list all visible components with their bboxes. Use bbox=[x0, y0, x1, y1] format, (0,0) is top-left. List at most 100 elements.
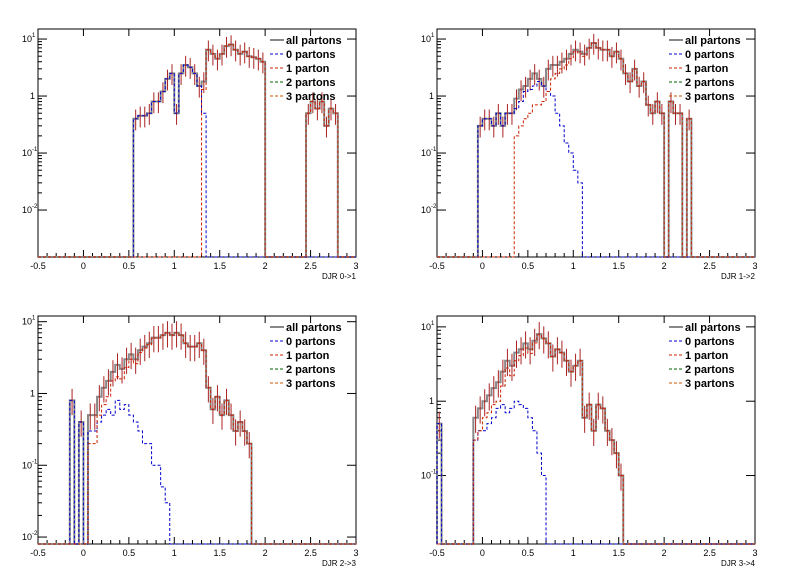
plot-frame bbox=[37, 315, 357, 545]
legend-label: all partons bbox=[286, 35, 342, 47]
series-1-parton bbox=[437, 334, 755, 545]
x-tick-label: 1.5 bbox=[612, 261, 625, 271]
y-tick-exponent: 1 bbox=[32, 33, 36, 39]
legend-label: 1 parton bbox=[286, 63, 330, 75]
x-tick-label: 2.5 bbox=[304, 261, 317, 271]
legend-label: 1 parton bbox=[685, 350, 729, 362]
x-tick-label: 1 bbox=[571, 548, 576, 558]
series-1-parton bbox=[38, 44, 356, 258]
y-tick-label: 10 bbox=[22, 460, 32, 470]
x-tick-label: 1.5 bbox=[612, 548, 625, 558]
y-tick-label: 1 bbox=[30, 388, 35, 398]
y-tick-exponent: 1 bbox=[431, 321, 435, 327]
x-tick-label: 0 bbox=[480, 548, 485, 558]
legend-label: 0 partons bbox=[685, 336, 735, 348]
y-tick-exponent: -1 bbox=[431, 470, 437, 476]
x-tick-label: 1.5 bbox=[213, 548, 226, 558]
legend-label: 0 partons bbox=[685, 49, 735, 61]
x-tick-label: 1.5 bbox=[213, 261, 226, 271]
x-tick-label: 3 bbox=[752, 261, 757, 271]
y-tick-label: 10 bbox=[22, 148, 32, 158]
x-tick-label: -0.5 bbox=[30, 261, 46, 271]
legend-label: 2 partons bbox=[685, 364, 735, 376]
y-tick-exponent: 1 bbox=[431, 33, 435, 39]
y-tick-label: 10 bbox=[421, 205, 431, 215]
y-tick-label: 10 bbox=[22, 317, 32, 327]
plot-frame bbox=[37, 28, 357, 258]
x-tick-label: 2.5 bbox=[703, 548, 716, 558]
legend-label: 3 partons bbox=[286, 91, 336, 103]
x-axis-label: DJR 3->4 bbox=[721, 559, 756, 568]
legend-label: 3 partons bbox=[685, 378, 735, 390]
x-tick-label: 0.5 bbox=[522, 261, 535, 271]
x-axis-label: DJR 0->1 bbox=[322, 272, 357, 281]
legend: all partons 0 partons 1 parton 2 partons 3 p… bbox=[669, 322, 741, 390]
series-all-partons bbox=[437, 42, 755, 258]
legend-label: 0 partons bbox=[286, 336, 336, 348]
x-tick-label: 0 bbox=[81, 548, 86, 558]
series-0-partons bbox=[38, 64, 356, 258]
y-tick-exponent: 1 bbox=[32, 316, 36, 322]
y-tick-label: 1 bbox=[429, 396, 434, 406]
series-0-partons bbox=[436, 400, 755, 545]
legend-label: 1 parton bbox=[286, 350, 330, 362]
legend: all partons 0 partons 1 parton 2 partons 3 p… bbox=[669, 35, 741, 103]
y-tick-label: 10 bbox=[421, 471, 431, 481]
series-all-partons bbox=[38, 331, 356, 545]
y-tick-exponent: -2 bbox=[431, 204, 437, 210]
y-tick-label: 1 bbox=[429, 91, 434, 101]
legend-label: 2 partons bbox=[685, 77, 735, 89]
x-tick-label: 2 bbox=[662, 548, 667, 558]
series-1-parton bbox=[38, 332, 356, 545]
legend: all partons 0 partons 1 parton 2 partons 3 p… bbox=[270, 322, 342, 390]
x-tick-label: 3 bbox=[353, 261, 358, 271]
legend: all partons 0 partons 1 parton 2 partons 3 p… bbox=[270, 35, 342, 103]
legend-label: 2 partons bbox=[286, 77, 336, 89]
legend-label: 2 partons bbox=[286, 364, 336, 376]
x-tick-label: 2.5 bbox=[304, 548, 317, 558]
x-tick-label: 2.5 bbox=[703, 261, 716, 271]
x-tick-label: 2 bbox=[263, 261, 268, 271]
x-tick-label: 0.5 bbox=[123, 261, 136, 271]
x-tick-label: 0.5 bbox=[123, 548, 136, 558]
x-tick-label: 1 bbox=[571, 261, 576, 271]
y-tick-label: 1 bbox=[30, 91, 35, 101]
x-tick-label: 3 bbox=[752, 548, 757, 558]
x-axis-label: DJR 1->2 bbox=[721, 272, 756, 281]
x-tick-label: 1 bbox=[172, 548, 177, 558]
y-tick-label: 10 bbox=[421, 148, 431, 158]
x-tick-label: -0.5 bbox=[429, 548, 445, 558]
legend-label: 0 partons bbox=[286, 49, 336, 61]
legend-label: 3 partons bbox=[286, 378, 336, 390]
x-tick-label: 2 bbox=[263, 548, 268, 558]
x-axis-label: DJR 2->3 bbox=[322, 559, 357, 568]
plot-frame bbox=[436, 28, 756, 258]
series-0-partons bbox=[38, 399, 356, 545]
series-1-parton bbox=[437, 42, 755, 258]
y-tick-label: 10 bbox=[421, 34, 431, 44]
x-tick-label: 1 bbox=[172, 261, 177, 271]
y-tick-exponent: -2 bbox=[32, 531, 38, 537]
legend-label: 3 partons bbox=[685, 91, 735, 103]
x-tick-label: 2 bbox=[662, 261, 667, 271]
x-tick-label: 0 bbox=[81, 261, 86, 271]
legend-label: all partons bbox=[685, 322, 741, 334]
legend-label: all partons bbox=[685, 35, 741, 47]
y-tick-label: 10 bbox=[421, 322, 431, 332]
legend-label: all partons bbox=[286, 322, 342, 334]
series-all-partons bbox=[436, 333, 755, 545]
x-tick-label: 0.5 bbox=[522, 548, 535, 558]
x-tick-label: -0.5 bbox=[429, 261, 445, 271]
y-tick-label: 10 bbox=[22, 205, 32, 215]
y-tick-label: 10 bbox=[22, 34, 32, 44]
y-tick-exponent: -1 bbox=[32, 147, 38, 153]
y-tick-label: 10 bbox=[22, 532, 32, 542]
x-tick-label: -0.5 bbox=[30, 548, 46, 558]
legend-label: 1 parton bbox=[685, 63, 729, 75]
y-tick-exponent: -1 bbox=[32, 459, 38, 465]
